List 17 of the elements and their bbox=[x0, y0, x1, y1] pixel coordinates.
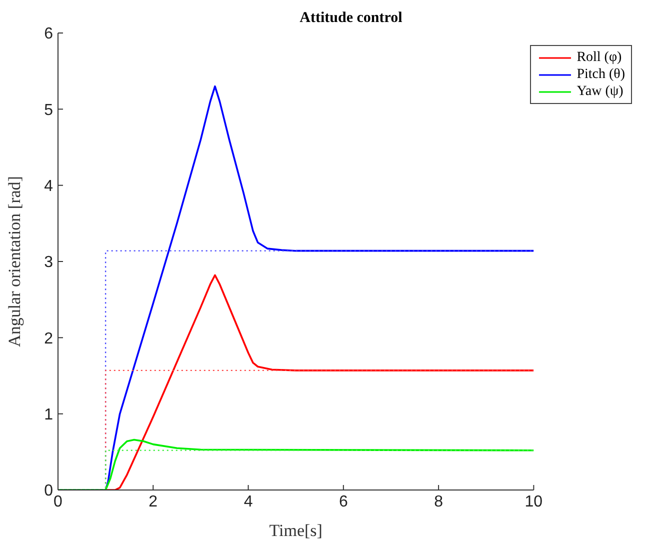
chart-title: Attitude control bbox=[298, 10, 404, 27]
y-tick-label: 5 bbox=[44, 102, 54, 119]
x-tick-label: 2 bbox=[148, 493, 158, 510]
x-tick-label: 4 bbox=[244, 493, 253, 510]
x-axis-title: Time[s] bbox=[269, 521, 322, 540]
x-tick-label: 8 bbox=[434, 493, 444, 510]
y-tick-label: 2 bbox=[44, 330, 54, 348]
y-tick-label: 6 bbox=[44, 26, 54, 43]
legend-label: Yaw (ψ) bbox=[576, 83, 624, 100]
y-tick-label: 1 bbox=[44, 406, 54, 424]
x-tick-label: 6 bbox=[338, 493, 348, 510]
y-tick-label: 4 bbox=[44, 178, 54, 196]
legend-label: Pitch (θ) bbox=[576, 66, 625, 83]
y-axis-title: Angular orientation [rad] bbox=[5, 176, 24, 347]
legend-label: Roll (φ) bbox=[576, 49, 622, 66]
y-tick-label: 3 bbox=[44, 254, 54, 272]
x-tick-label: 10 bbox=[524, 493, 543, 510]
